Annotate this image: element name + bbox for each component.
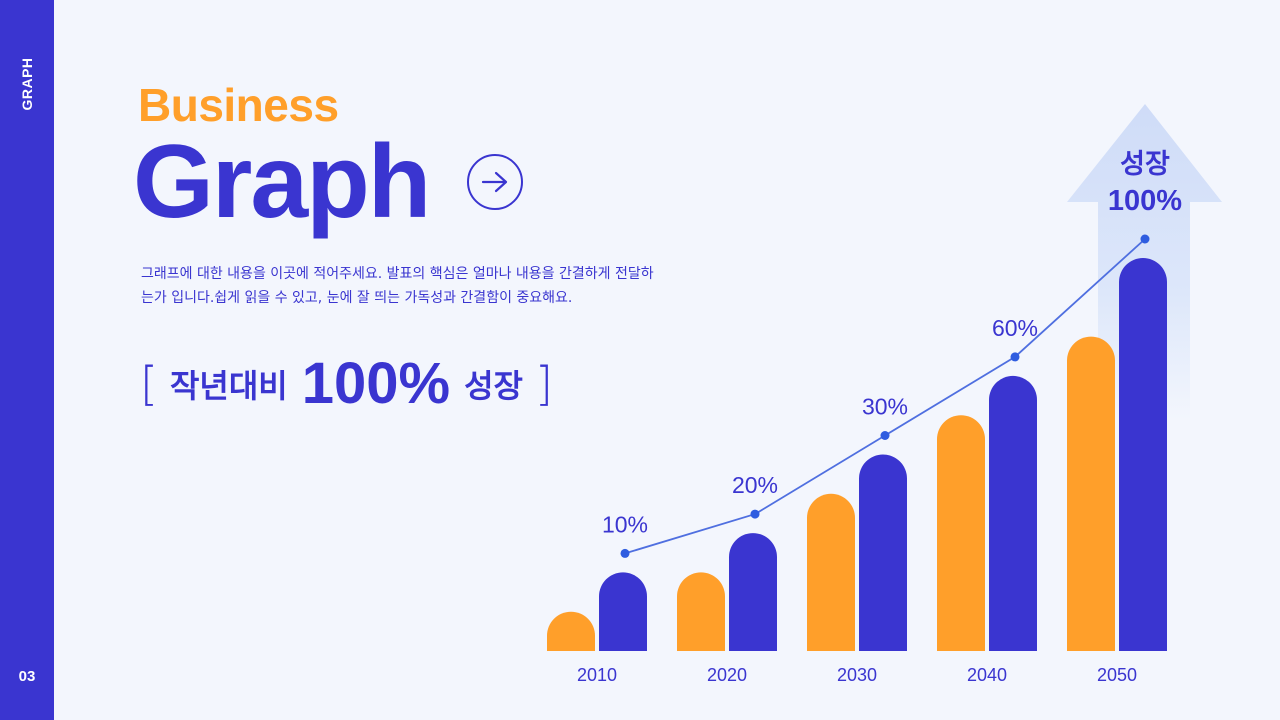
page-number: 03 (18, 668, 36, 685)
growth-point (1140, 234, 1150, 244)
growth-label: 20% (732, 472, 778, 498)
sidebar: GRAPH 03 (0, 0, 54, 720)
growth-point (750, 509, 760, 519)
bar-blue-2010 (599, 572, 647, 651)
callout-line2: 100% (1108, 185, 1182, 217)
bar-orange-2010 (547, 611, 595, 651)
highlight-value: 100% (301, 351, 451, 416)
open-bracket: [ (140, 356, 158, 411)
page-title: Graph (133, 124, 431, 240)
growth-point (620, 548, 630, 558)
bar-orange-2050 (1067, 336, 1115, 651)
bar-blue-2040 (989, 375, 1037, 651)
bar-blue-2020 (729, 533, 777, 651)
bar-orange-2030 (807, 493, 855, 651)
growth-point (1010, 352, 1020, 362)
bar-blue-2050 (1119, 258, 1167, 651)
x-tick-label: 2030 (837, 665, 877, 685)
growth-label: 30% (862, 394, 908, 420)
bar-orange-2040 (937, 415, 985, 651)
x-tick-label: 2040 (967, 665, 1007, 685)
subtitle: Business (138, 79, 339, 131)
highlight-prefix: 작년대비 (169, 366, 288, 405)
x-tick-label: 2050 (1097, 665, 1137, 685)
highlight-statement: [ 작년대비 100% 성장 ] (140, 350, 553, 417)
growth-label: 60% (992, 315, 1038, 341)
close-bracket: ] (534, 356, 553, 411)
growth-label: 10% (602, 511, 648, 537)
arrow-right-circle-icon[interactable] (467, 154, 523, 210)
highlight-suffix: 성장 (464, 366, 523, 405)
description: 그래프에 대한 내용을 이곳에 적어주세요. 발표의 핵심은 얼마나 내용을 간… (141, 266, 654, 306)
bar-orange-2020 (677, 572, 725, 651)
growth-point (880, 431, 890, 440)
callout-line1: 성장 (1120, 149, 1170, 179)
x-tick-label: 2020 (707, 665, 747, 685)
x-tick-label: 2010 (577, 665, 617, 685)
bar-blue-2030 (859, 454, 907, 651)
